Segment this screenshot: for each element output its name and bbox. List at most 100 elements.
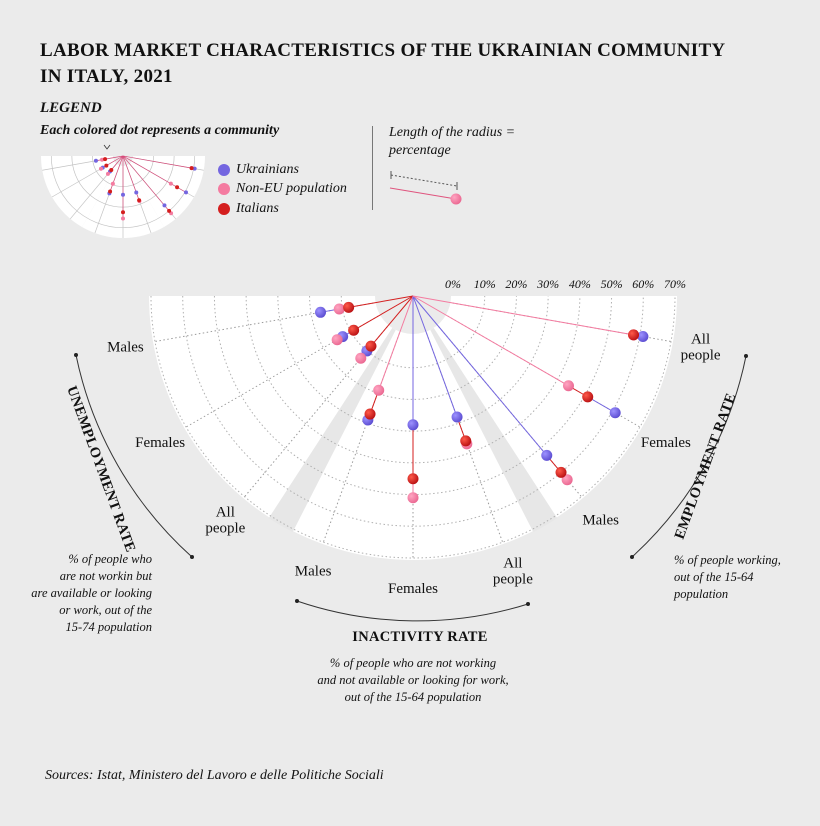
data-point-italians xyxy=(365,340,377,352)
data-point-italians xyxy=(628,329,640,341)
tick-label: 0% xyxy=(445,277,461,291)
chart-tick-labels: 0% 10% 20% 30% 40% 50% 60% 70% xyxy=(445,277,686,291)
legend-item-italians: Italians xyxy=(218,199,347,219)
employment-desc-line: % of people working, xyxy=(674,553,781,567)
mini-point xyxy=(93,158,98,163)
mini-band xyxy=(128,156,205,228)
employment-title: EMPLOYMENT RATE xyxy=(672,391,740,541)
legend-divider xyxy=(372,126,373,210)
legend-label-ukrainians: Ukrainians xyxy=(236,161,299,177)
mini-line xyxy=(109,155,124,194)
legend-radius-note: Length of the radius = percentage xyxy=(389,124,549,160)
radius-note-line-1: Length of the radius = xyxy=(389,125,516,140)
category-label: Females xyxy=(135,435,185,451)
mini-point xyxy=(137,198,142,203)
mini-point xyxy=(175,185,180,190)
sources-note: Sources: Istat, Ministero del Lavoro e d… xyxy=(45,768,384,783)
mini-point xyxy=(121,192,125,197)
mini-point xyxy=(103,157,108,162)
category-label: Males xyxy=(107,340,144,356)
category-label-line: Females xyxy=(135,435,185,451)
inactivity-arc xyxy=(296,600,529,622)
mini-point xyxy=(109,167,114,172)
section-band xyxy=(149,296,394,525)
data-point-non-eu-population xyxy=(333,303,345,315)
tick-label: 50% xyxy=(601,277,623,291)
unemployment-desc-line: are not workin but xyxy=(60,569,153,583)
data-point-ukrainians xyxy=(407,419,419,431)
employment-desc: % of people working, out of the 15-64 po… xyxy=(673,553,781,601)
unemployment-desc-line: or work, out of the xyxy=(59,603,152,617)
tick-label: 60% xyxy=(632,277,654,291)
data-line xyxy=(412,295,569,387)
mini-point xyxy=(104,163,109,168)
category-label-line: Males xyxy=(295,563,332,579)
tick-label: 20% xyxy=(505,277,527,291)
category-label: All people xyxy=(493,555,533,587)
mini-point xyxy=(183,190,188,195)
category-label-line: people xyxy=(493,571,533,587)
unemployment-arc xyxy=(75,354,193,558)
category-label-line: people xyxy=(681,348,721,364)
data-point-ukrainians xyxy=(451,411,463,423)
data-line xyxy=(370,295,414,347)
mini-point xyxy=(121,216,125,221)
tick-label: 10% xyxy=(474,277,496,291)
title-line-1: LABOR MARKET CHARACTERISTICS OF THE UKRA… xyxy=(40,40,726,61)
grid-ring xyxy=(245,295,581,464)
data-point-ukrainians xyxy=(541,449,553,461)
inactivity-title: INACTIVITY RATE xyxy=(352,629,487,645)
legend-series: Ukrainians Non-EU population Italians xyxy=(218,160,347,219)
category-label: Females xyxy=(641,435,691,451)
tick-label: 30% xyxy=(536,277,559,291)
legend-swatch-non-eu xyxy=(218,183,230,196)
data-point-italians xyxy=(343,301,355,313)
category-label: All people xyxy=(681,332,721,364)
data-point-non-eu-population xyxy=(373,384,385,396)
category-label-line: All xyxy=(216,505,235,521)
data-point-italians xyxy=(582,391,594,403)
legend-label-non-eu: Non-EU population xyxy=(236,181,347,197)
mini-line xyxy=(122,155,172,214)
mini-point xyxy=(105,171,110,176)
unemployment-desc-line: % of people who xyxy=(68,552,152,566)
category-label-line: Males xyxy=(107,340,144,356)
tick-label: 40% xyxy=(569,277,591,291)
grid-ring xyxy=(182,295,644,527)
mini-point xyxy=(108,189,113,194)
data-point-non-eu-population xyxy=(355,352,367,364)
section-arcs xyxy=(74,353,748,622)
mini-point xyxy=(167,208,172,213)
unemployment-title: UNEMPLOYMENT RATE xyxy=(63,384,138,555)
grid-ring xyxy=(213,295,613,496)
section-gap xyxy=(268,327,396,533)
mini-point xyxy=(121,210,125,215)
data-point-italians xyxy=(407,473,419,485)
title-line-2: IN ITALY, 2021 xyxy=(40,66,173,87)
mini-point xyxy=(168,181,173,186)
data-point-ukrainians xyxy=(315,306,327,318)
mini-point xyxy=(110,181,115,186)
unemployment-desc-line: are available or looking xyxy=(31,586,152,600)
mini-band xyxy=(41,156,118,228)
legend-heading: LEGEND xyxy=(40,100,102,116)
data-point-non-eu-population xyxy=(562,380,574,392)
data-point-non-eu-population xyxy=(561,474,573,486)
legend-swatch-ukrainians xyxy=(218,163,230,176)
data-point-italians xyxy=(364,408,376,420)
category-label: Males xyxy=(582,513,619,529)
tick-label: 70% xyxy=(664,277,686,291)
category-label-line: All xyxy=(691,332,710,348)
mini-point xyxy=(192,166,197,171)
grid-ring xyxy=(309,295,517,400)
grid-ring xyxy=(150,295,676,559)
legend-mini-chart xyxy=(41,144,205,238)
inactivity-desc-line: % of people who are not working xyxy=(330,656,496,670)
data-point-ukrainians xyxy=(609,407,621,419)
data-line xyxy=(353,295,414,331)
chart-title: LABOR MARKET CHARACTERISTICS OF THE UKRA… xyxy=(40,38,760,90)
category-label-line: Males xyxy=(582,513,619,529)
mini-point xyxy=(98,166,103,171)
employment-desc-line: out of the 15-64 xyxy=(674,570,754,584)
legend-label-italians: Italians xyxy=(236,200,279,216)
